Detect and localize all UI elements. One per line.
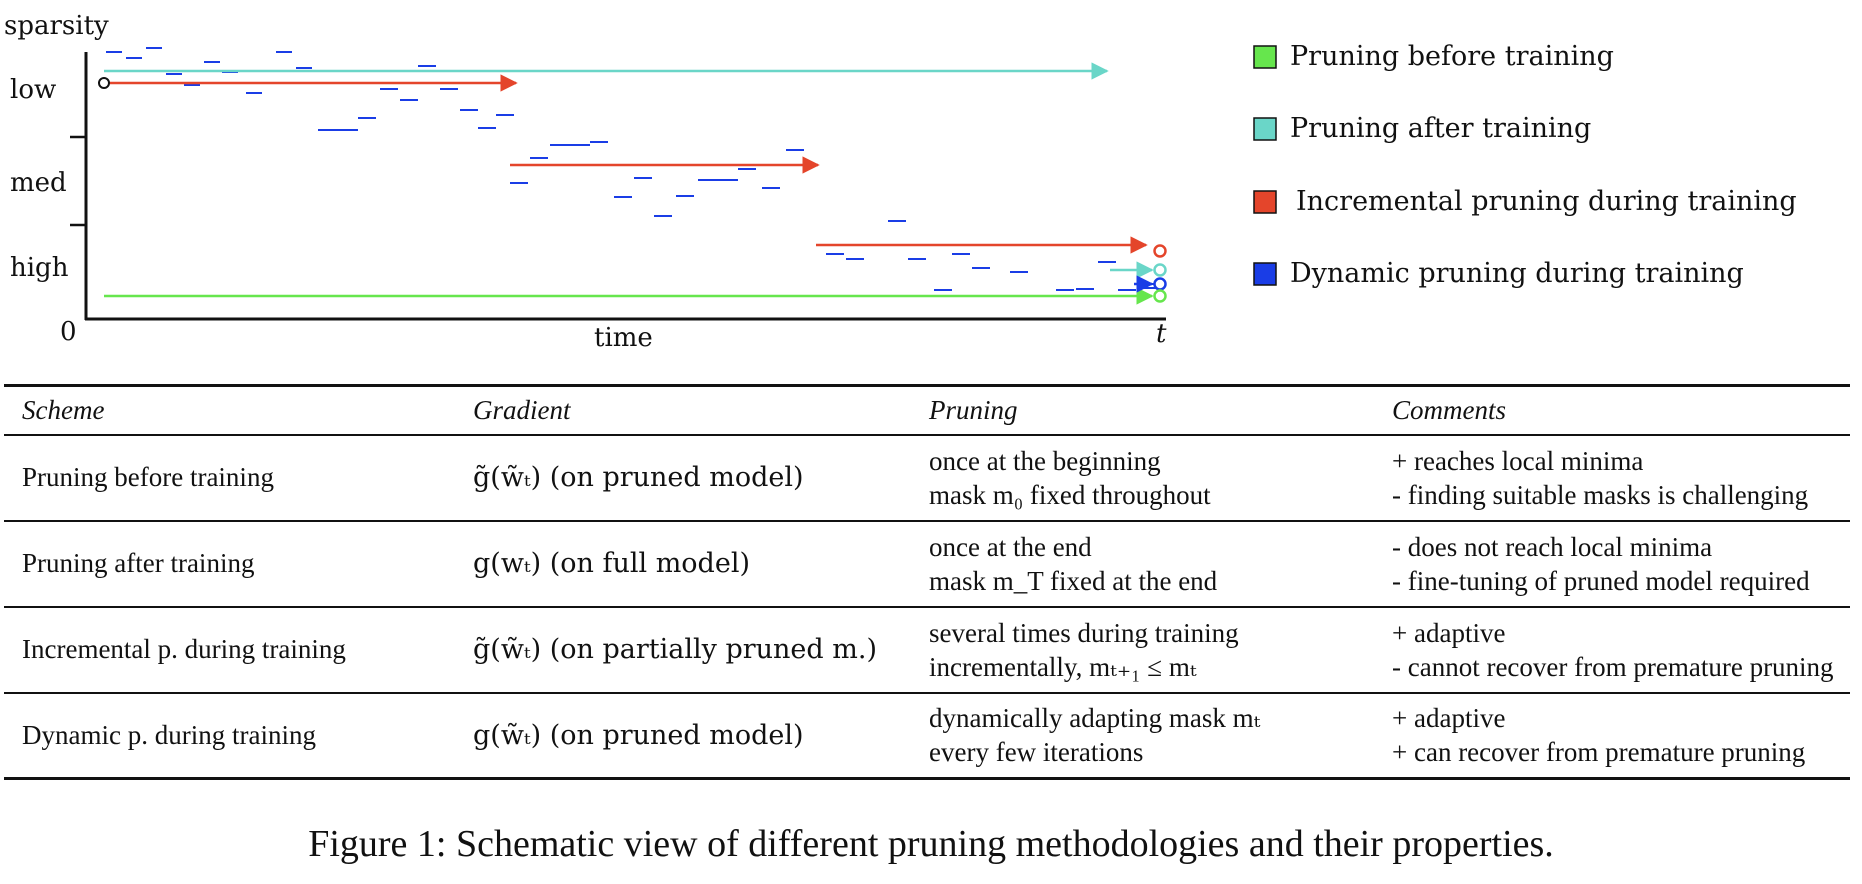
cell-gradient: g̃(w̃ₜ) (on partially pruned m.) bbox=[473, 634, 877, 665]
table-header-row: Scheme Gradient Pruning Comments bbox=[4, 385, 1850, 435]
y-tick-med: med bbox=[10, 168, 67, 198]
cell-comments: - does not reach local minima - fine-tun… bbox=[1374, 521, 1850, 607]
legend-swatch bbox=[1253, 190, 1277, 214]
cell-comments: + adaptive + can recover from premature … bbox=[1374, 693, 1850, 779]
cell-pruning: dynamically adapting mask mₜ every few i… bbox=[911, 693, 1374, 779]
cell-scheme: Pruning after training bbox=[22, 548, 255, 578]
table-row: Dynamic p. during training g(w̃ₜ) (on pr… bbox=[4, 693, 1850, 779]
legend-swatch bbox=[1253, 45, 1277, 69]
cell-scheme: Incremental p. during training bbox=[22, 634, 346, 664]
legend-swatch bbox=[1253, 262, 1277, 286]
end-marker-incremental bbox=[1153, 244, 1167, 258]
legend-item-dynamic: Dynamic pruning during training bbox=[1253, 258, 1744, 289]
cell-gradient: g̃(w̃ₜ) (on pruned model) bbox=[473, 462, 804, 493]
x-axis-end-label: t bbox=[1156, 319, 1167, 349]
cell-comments: + reaches local minima - finding suitabl… bbox=[1374, 435, 1850, 521]
legend: Pruning before training Pruning after tr… bbox=[1253, 41, 1797, 289]
cell-pruning: once at the beginning mask m₀ fixed thro… bbox=[911, 435, 1374, 521]
legend-swatch bbox=[1253, 117, 1277, 141]
header-pruning: Pruning bbox=[929, 394, 1018, 425]
header-scheme: Scheme bbox=[22, 394, 105, 425]
pruning-line: once at the end bbox=[929, 531, 1092, 562]
end-marker-dynamic bbox=[1153, 277, 1167, 291]
comment-line: + reaches local minima bbox=[1392, 445, 1644, 476]
table-row: Pruning after training g(wₜ) (on full mo… bbox=[4, 521, 1850, 607]
legend-label: Pruning before training bbox=[1290, 41, 1614, 72]
header-comments: Comments bbox=[1392, 394, 1506, 425]
legend-item-before-training: Pruning before training bbox=[1253, 41, 1614, 72]
pruning-line: every few iterations bbox=[929, 737, 1144, 768]
figure-caption: Figure 1: Schematic view of different pr… bbox=[308, 823, 1554, 865]
header-gradient: Gradient bbox=[473, 394, 571, 425]
pruning-line: incrementally, mₜ₊₁ ≤ mₜ bbox=[929, 651, 1197, 682]
comment-line: + adaptive bbox=[1392, 703, 1506, 734]
start-point-marker bbox=[98, 77, 110, 89]
cell-scheme: Dynamic p. during training bbox=[22, 719, 316, 750]
pruning-line: dynamically adapting mask mₜ bbox=[929, 703, 1261, 734]
y-tick-low: low bbox=[10, 75, 56, 105]
legend-item-incremental: Incremental pruning during training bbox=[1253, 186, 1797, 217]
comment-line: - fine-tuning of pruned model required bbox=[1392, 565, 1810, 596]
legend-label: Incremental pruning during training bbox=[1296, 186, 1797, 217]
pruning-line: mask m_T fixed at the end bbox=[929, 565, 1218, 596]
pruning-line: mask m₀ fixed throughout bbox=[929, 479, 1211, 510]
dynamic-pruning-series bbox=[106, 47, 1156, 291]
end-marker-after-training bbox=[1153, 263, 1167, 277]
pruning-line: once at the beginning bbox=[929, 445, 1161, 476]
cell-pruning: several times during training incrementa… bbox=[911, 607, 1374, 693]
comment-line: + adaptive bbox=[1392, 617, 1506, 648]
y-origin-label: 0 bbox=[60, 317, 77, 347]
cell-gradient: g(wₜ) (on full model) bbox=[473, 548, 750, 579]
comment-line: - does not reach local minima bbox=[1392, 531, 1713, 562]
end-marker-before-training bbox=[1153, 289, 1167, 303]
x-axis-label: time bbox=[594, 323, 653, 353]
table-row: Pruning before training g̃(w̃ₜ) (on prun… bbox=[4, 435, 1850, 521]
cell-pruning: once at the end mask m_T fixed at the en… bbox=[911, 521, 1374, 607]
pruning-line: several times during training bbox=[929, 617, 1239, 648]
comment-line: + can recover from premature pruning bbox=[1392, 737, 1806, 768]
comment-line: - cannot recover from premature pruning bbox=[1392, 651, 1834, 682]
y-tick-high: high bbox=[10, 253, 69, 283]
pruning-schematic-figure: sparsity low med high 0 time t Pruning b… bbox=[4, 11, 1797, 353]
legend-item-after-training: Pruning after training bbox=[1253, 113, 1591, 144]
y-axis-label: sparsity bbox=[4, 11, 109, 41]
cell-comments: + adaptive - cannot recover from prematu… bbox=[1374, 607, 1850, 693]
cell-scheme: Pruning before training bbox=[22, 462, 274, 492]
cell-gradient: g(w̃ₜ) (on pruned model) bbox=[473, 719, 804, 751]
comparison-table: Scheme Gradient Pruning Comments Pruning… bbox=[4, 384, 1850, 780]
comment-line: - finding suitable masks is challenging bbox=[1392, 479, 1809, 510]
legend-label: Dynamic pruning during training bbox=[1290, 258, 1744, 289]
legend-label: Pruning after training bbox=[1290, 113, 1591, 144]
table-row: Incremental p. during training g̃(w̃ₜ) (… bbox=[4, 607, 1850, 693]
